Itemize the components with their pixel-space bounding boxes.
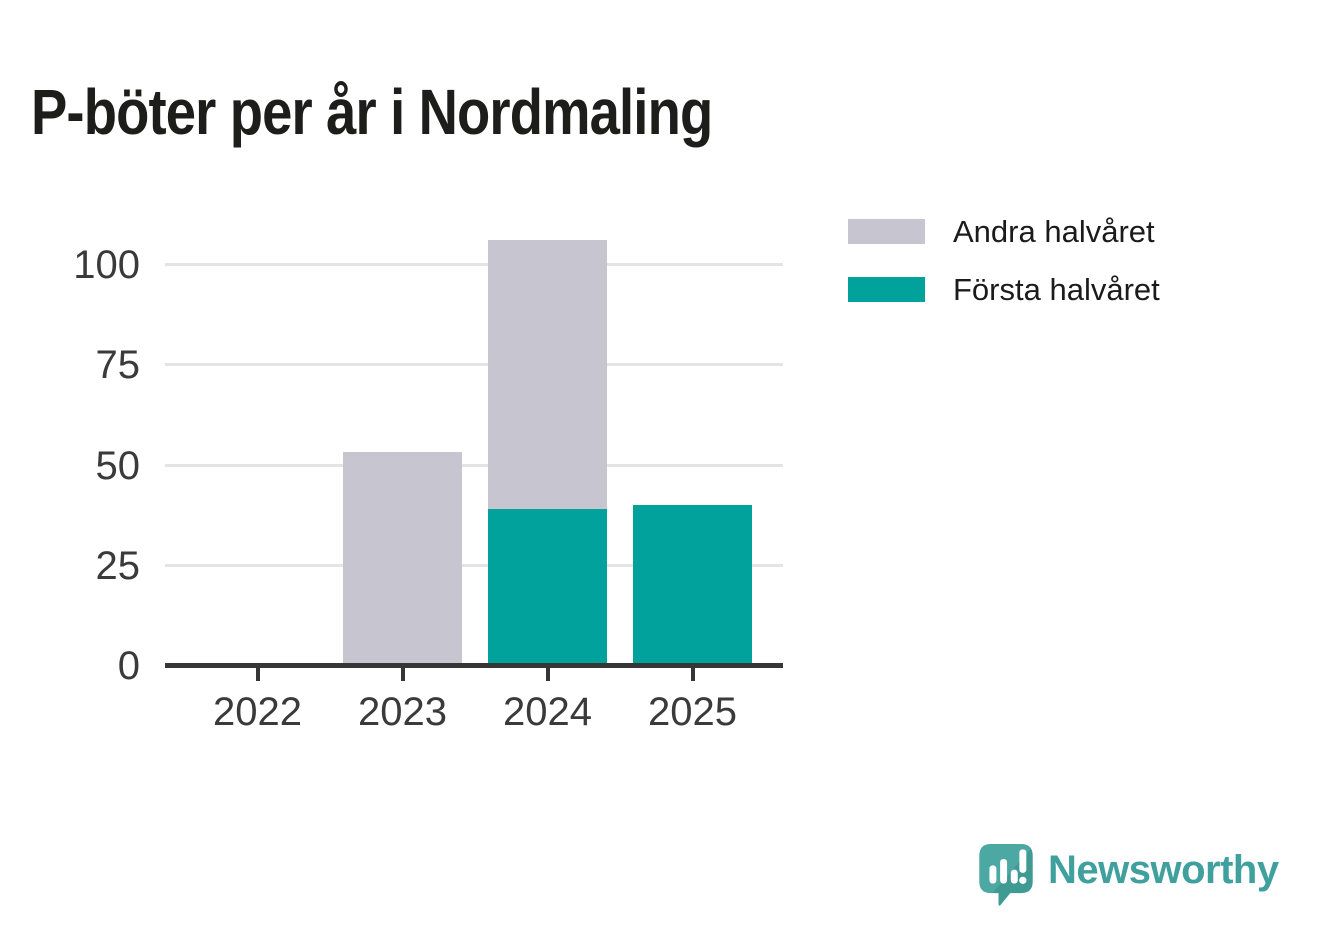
legend-label: Andra halvåret bbox=[953, 213, 1155, 249]
legend-label: Första halvåret bbox=[953, 271, 1160, 307]
chart-legend: Andra halvåret Första halvåret bbox=[848, 214, 1160, 335]
newsworthy-logo-text: Newsworthy bbox=[1048, 847, 1279, 892]
bar-2025-first-half bbox=[633, 505, 752, 665]
gridline-25 bbox=[165, 563, 783, 567]
y-tick-label-50: 50 bbox=[95, 443, 141, 488]
y-tick-label-75: 75 bbox=[95, 343, 141, 388]
legend-item: Första halvåret bbox=[848, 272, 1160, 307]
y-tick-label-25: 25 bbox=[95, 543, 141, 588]
newsworthy-speech-bubble-chart-icon bbox=[979, 844, 1033, 906]
x-tick-label-2022: 2022 bbox=[213, 690, 302, 734]
x-tick-2023 bbox=[400, 668, 405, 681]
gridline-50 bbox=[165, 463, 783, 467]
y-tick-label-100: 100 bbox=[73, 243, 140, 287]
x-tick-label-2024: 2024 bbox=[503, 690, 592, 734]
x-tick-label-2025: 2025 bbox=[648, 690, 737, 734]
gridline-75 bbox=[165, 363, 783, 367]
chart-title: P-böter per år i Nordmaling bbox=[31, 75, 713, 148]
gridline-100 bbox=[165, 263, 783, 266]
newsworthy-logo: Newsworthy bbox=[979, 844, 1279, 906]
x-axis-line bbox=[165, 663, 783, 668]
bar-2023-second-half bbox=[343, 452, 462, 665]
legend-swatch bbox=[848, 219, 925, 244]
bar-2024-first-half bbox=[488, 509, 607, 665]
x-tick-2025 bbox=[690, 668, 695, 681]
bar-2024-second-half bbox=[488, 240, 607, 509]
legend-item: Andra halvåret bbox=[848, 214, 1160, 249]
x-tick-label-2023: 2023 bbox=[358, 690, 447, 734]
x-tick-2024 bbox=[545, 668, 550, 681]
x-tick-2022 bbox=[255, 668, 260, 681]
legend-swatch bbox=[848, 277, 925, 302]
y-tick-label-0: 0 bbox=[117, 644, 140, 688]
